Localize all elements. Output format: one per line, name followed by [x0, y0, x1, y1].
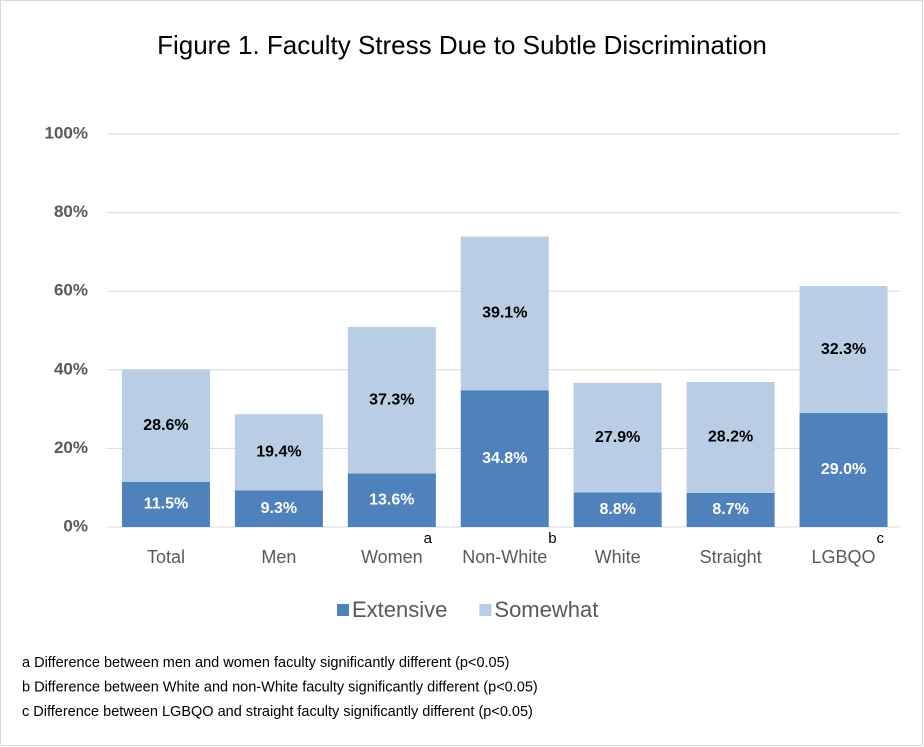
y-tick-label: 0%: [63, 516, 88, 535]
category-superscript: a: [424, 530, 433, 547]
legend-swatch: [337, 604, 349, 616]
x-tick-label: Non-White: [462, 547, 547, 567]
y-tick-label: 100%: [45, 123, 88, 142]
bar-segment: [234, 490, 323, 527]
footnote: c Difference between LGBQO and straight …: [22, 704, 533, 720]
bar-segment: [347, 473, 436, 527]
value-label: 28.6%: [143, 417, 188, 434]
bar-segment: [799, 286, 888, 414]
value-label: 27.9%: [595, 429, 640, 446]
bar-segment: [573, 382, 662, 493]
bar-segment: [686, 381, 775, 493]
value-label: 8.8%: [599, 501, 635, 518]
category-superscript: b: [548, 530, 556, 547]
y-tick-label: 80%: [54, 202, 88, 221]
value-label: 19.4%: [256, 444, 301, 461]
bar-segment: [799, 413, 888, 527]
bar-segment: [573, 492, 662, 527]
legend-label: Somewhat: [494, 597, 598, 622]
x-tick-label: LGBQO: [812, 547, 876, 567]
chart-title: Figure 1. Faculty Stress Due to Subtle D…: [157, 30, 767, 60]
footnote: b Difference between White and non-White…: [22, 679, 538, 695]
value-label: 39.1%: [482, 305, 527, 322]
x-tick-label: White: [595, 547, 641, 567]
bar-segment: [347, 326, 436, 474]
bar-segment: [121, 481, 210, 527]
y-tick-label: 40%: [54, 359, 88, 378]
x-tick-label: Men: [261, 547, 296, 567]
value-label: 29.0%: [821, 461, 866, 478]
value-label: 9.3%: [261, 500, 297, 517]
value-label: 8.7%: [712, 501, 748, 518]
bar-segment: [460, 236, 549, 391]
legend-label: Extensive: [352, 597, 447, 622]
x-tick-label: Women: [361, 547, 423, 567]
bar-segment: [121, 369, 210, 482]
legend-swatch: [479, 604, 492, 616]
x-tick-label: Total: [147, 547, 185, 567]
bar-segment: [686, 492, 775, 527]
value-label: 28.2%: [708, 429, 753, 446]
category-superscript: c: [877, 530, 885, 547]
bar-segment: [460, 390, 549, 527]
value-label: 11.5%: [144, 496, 188, 513]
value-label: 32.3%: [821, 341, 866, 358]
y-tick-label: 60%: [54, 281, 88, 300]
bar-segment: [234, 414, 323, 491]
y-tick-label: 20%: [54, 438, 88, 457]
footnote: a Difference between men and women facul…: [22, 655, 510, 671]
x-tick-label: Straight: [700, 547, 762, 567]
value-label: 13.6%: [369, 491, 414, 508]
value-label: 34.8%: [482, 450, 527, 467]
value-label: 37.3%: [369, 391, 414, 408]
